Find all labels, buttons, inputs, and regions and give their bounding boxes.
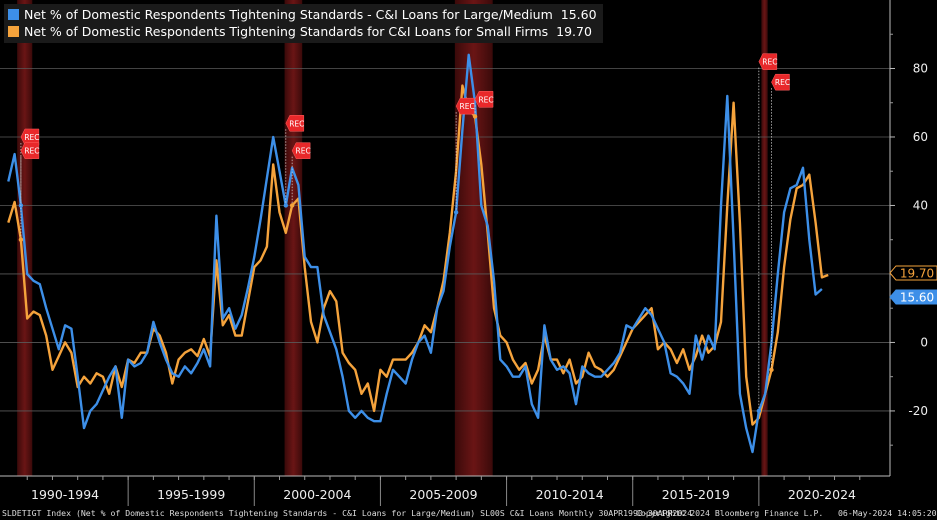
- x-period-label: 2005-2009: [409, 487, 477, 502]
- footer-index-description: SLDETIGT Index (Net % of Domestic Respon…: [2, 508, 693, 518]
- x-axis-band: [0, 476, 937, 506]
- grid-lines: [0, 68, 890, 412]
- x-period-label: 2015-2019: [662, 487, 730, 502]
- legend-swatch-blue: [8, 9, 19, 20]
- legend-value-large-medium: 15.60: [560, 7, 597, 22]
- footer-copyright: Copyright© 2024 Bloomberg Finance L.P.: [636, 508, 824, 518]
- recession-bands: [17, 0, 768, 476]
- x-period-label: 1995-1999: [157, 487, 225, 502]
- legend-value-small-firms: 19.70: [556, 24, 592, 39]
- rec-flag-marker: [20, 142, 40, 159]
- rec-flag-point: [283, 203, 289, 208]
- last-value-label: 15.60: [900, 291, 934, 305]
- rec-flag-point: [453, 210, 459, 215]
- legend-swatch-orange: [8, 26, 19, 37]
- y-tick-label: 80: [913, 61, 928, 75]
- last-value-tag: [889, 265, 937, 281]
- rec-flag-label: REC: [24, 147, 39, 156]
- legend: Net % of Domestic Respondents Tightening…: [4, 4, 603, 43]
- y-tick-label: 40: [913, 198, 928, 212]
- y-tick-label: 0: [920, 335, 928, 349]
- last-value-tag: [889, 289, 937, 305]
- rec-flag-label: REC: [24, 133, 39, 142]
- rec-flag-point: [472, 114, 478, 119]
- y-tick-label: 60: [913, 130, 928, 144]
- last-value-tags: 15.60 19.70: [889, 265, 937, 305]
- legend-item-small-firms[interactable]: Net % of Domestic Respondents Tightening…: [8, 23, 597, 40]
- rec-flag-marker: [474, 91, 494, 108]
- rec-flag-point: [769, 367, 774, 373]
- rec-flag-marker: [758, 53, 778, 70]
- recession-band: [454, 0, 493, 476]
- series-lines: [7, 53, 829, 454]
- legend-label-large-medium: Net % of Domestic Respondents Tightening…: [24, 7, 553, 22]
- rec-flag-label: REC: [296, 147, 311, 156]
- rec-flag-label: REC: [762, 58, 777, 67]
- rec-flag-point: [18, 237, 24, 242]
- rec-flag-point: [289, 203, 295, 208]
- series-line-0: [7, 53, 823, 454]
- series-line-1: [7, 84, 829, 426]
- rec-flag-point: [756, 408, 762, 414]
- x-period-label: 2000-2004: [283, 487, 351, 502]
- rec-flag-label: REC: [478, 95, 493, 104]
- x-period-label: 1990-1994: [31, 487, 99, 502]
- footer-bar: SLDETIGT Index (Net % of Domestic Respon…: [0, 506, 937, 520]
- x-period-label: 2010-2014: [536, 487, 604, 502]
- y-axis: -20020406080: [889, 0, 928, 476]
- recession-band: [761, 0, 768, 476]
- rec-flag-label: REC: [775, 78, 790, 87]
- rec-flag-marker: [291, 142, 311, 159]
- rec-flag-label: REC: [460, 102, 475, 111]
- footer-date: 06-May-2024 14:05:20: [838, 508, 937, 518]
- rec-flag-marker: [455, 97, 475, 115]
- x-period-label: 2020-2024: [788, 487, 856, 502]
- x-axis: 1990-1994 1995-1999 2000-2004 2005-2009 2010…: [0, 475, 937, 506]
- recession-band: [284, 0, 303, 476]
- rec-flag-label: REC: [289, 119, 304, 128]
- rec-flag-marker: [285, 115, 305, 132]
- rec-flag-marker: [771, 73, 790, 91]
- legend-item-large-medium[interactable]: Net % of Domestic Respondents Tightening…: [8, 6, 597, 23]
- y-tick-label: -20: [908, 404, 928, 418]
- last-value-label: 19.70: [900, 266, 934, 280]
- legend-label-small-firms: Net % of Domestic Respondents Tightening…: [24, 24, 549, 39]
